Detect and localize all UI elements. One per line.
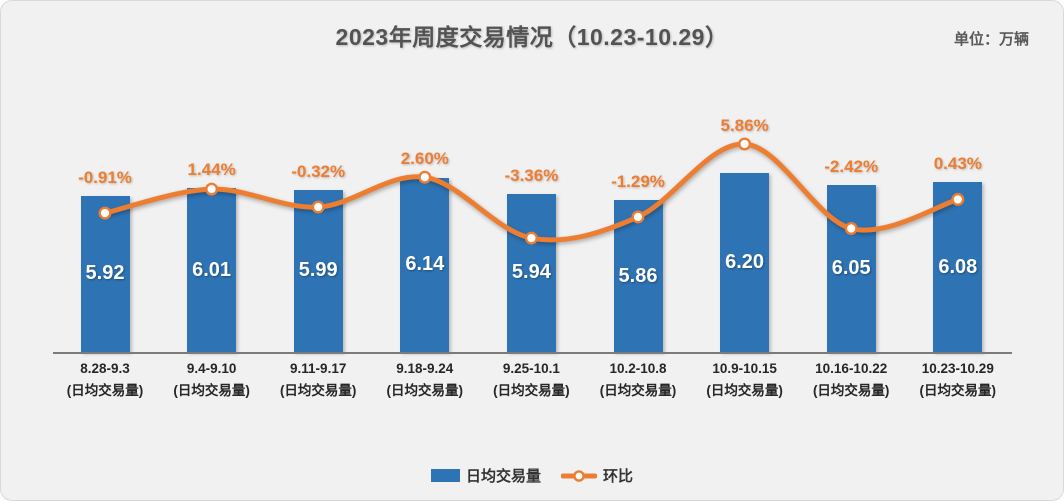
x-tick-sublabel: (日均交易量) (599, 383, 677, 398)
bar: 6.01 (187, 188, 237, 352)
x-tick-period: 9.18-9.24 (396, 361, 454, 376)
pct-label: -1.29% (611, 172, 665, 192)
x-tick-label: 8.28-9.3 (日均交易量) (45, 358, 165, 402)
x-tick-period: 9.4-9.10 (186, 361, 237, 376)
x-tick-label: 9.11-9.17 (日均交易量) (258, 358, 378, 402)
x-tick-sublabel: (日均交易量) (279, 383, 357, 398)
bar: 6.08 (933, 182, 983, 352)
x-tick-sublabel: (日均交易量) (812, 383, 890, 398)
x-tick-sublabel: (日均交易量) (66, 383, 144, 398)
legend-item-line-series: 环比 (561, 465, 633, 486)
bar: 6.14 (400, 177, 450, 352)
x-tick-period: 8.28-9.3 (80, 361, 130, 376)
bar-value-label: 5.92 (85, 262, 125, 285)
x-axis-line (53, 351, 1012, 355)
pct-label: -0.32% (291, 161, 346, 181)
bar-value-label: 5.86 (618, 264, 658, 287)
bar-value-label: 6.05 (831, 256, 871, 279)
bar-value-label: 6.01 (192, 258, 232, 281)
chart-title: 2023年周度交易情况（10.23-10.29） (335, 24, 729, 50)
x-tick-period: 10.23-10.29 (921, 361, 994, 376)
pct-label: 0.43% (933, 154, 982, 174)
x-tick-sublabel: (日均交易量) (386, 383, 464, 398)
x-tick-label: 9.25-10.1 (日均交易量) (471, 358, 591, 402)
pct-label: -3.36% (504, 165, 559, 185)
pct-label: -2.42% (824, 156, 879, 176)
pct-label: -0.91% (78, 167, 132, 187)
bar-swatch-icon (430, 469, 460, 482)
bar: 6.05 (826, 184, 876, 352)
bar: 5.94 (506, 193, 556, 352)
x-tick-label: 10.23-10.29 (日均交易量) (898, 358, 1018, 402)
x-tick-sublabel: (日均交易量) (493, 383, 570, 398)
bar-value-label: 6.20 (725, 250, 765, 273)
x-tick-label: 10.2-10.8 (日均交易量) (578, 358, 698, 402)
x-tick-sublabel: (日均交易量) (173, 383, 250, 398)
legend-bar-label: 日均交易量 (465, 468, 541, 485)
bar: 5.86 (613, 200, 663, 352)
line-marker (738, 137, 752, 151)
pct-label: 2.60% (400, 149, 449, 169)
bar: 5.99 (293, 189, 343, 352)
bar-value-label: 5.99 (298, 259, 338, 282)
x-tick-period: 10.9-10.15 (712, 361, 777, 376)
x-tick-period: 9.11-9.17 (290, 361, 347, 376)
x-tick-label: 10.9-10.15 (日均交易量) (685, 358, 805, 402)
x-tick-sublabel: (日均交易量) (919, 383, 997, 398)
x-tick-period: 9.25-10.1 (502, 361, 560, 376)
bar-value-label: 6.08 (938, 255, 978, 278)
x-tick-period: 10.16-10.22 (815, 361, 888, 376)
legend-item-bar-series: 日均交易量 (430, 465, 541, 486)
legend-line-label: 环比 (603, 468, 634, 485)
x-tick-label: 9.18-9.24 (日均交易量) (365, 358, 485, 402)
pct-label: 5.86% (720, 116, 769, 136)
line-marker-icon (561, 469, 597, 482)
x-tick-period: 10.2-10.8 (609, 361, 667, 376)
bar: 6.20 (720, 172, 770, 352)
x-tick-label: 10.16-10.22 (日均交易量) (791, 358, 911, 402)
unit-label: 单位：万辆 (953, 31, 1029, 48)
bar-value-label: 6.14 (405, 253, 445, 276)
bar: 5.92 (80, 195, 130, 352)
bar-value-label: 5.94 (511, 261, 551, 284)
x-tick-sublabel: (日均交易量) (706, 383, 783, 398)
pct-label: 1.44% (187, 160, 236, 180)
legend: 日均交易量 环比 (1, 465, 1063, 486)
x-tick-label: 9.4-9.10 (日均交易量) (152, 358, 272, 402)
